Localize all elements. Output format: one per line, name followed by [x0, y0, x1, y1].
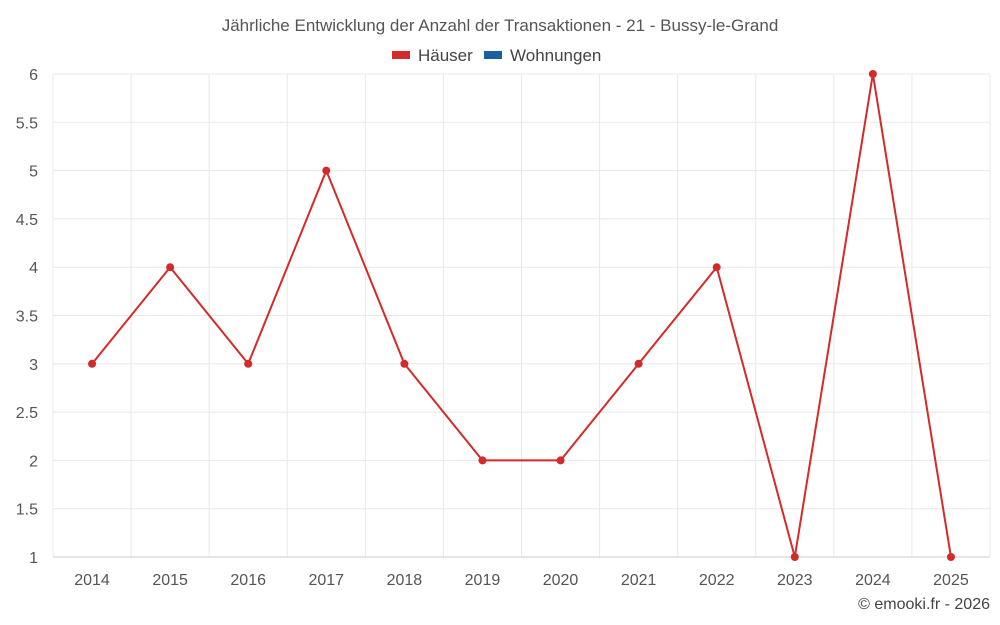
y-tick-label: 3: [29, 357, 38, 374]
grid: [52, 73, 991, 558]
data-point[interactable]: [634, 359, 643, 368]
data-point[interactable]: [166, 263, 175, 272]
x-tick-label: 2015: [152, 572, 188, 589]
data-point[interactable]: [556, 456, 565, 465]
legend-swatch-wohnungen: [484, 51, 502, 59]
y-tick-label: 5: [29, 164, 38, 181]
legend-label-wohnungen[interactable]: Wohnungen: [510, 46, 601, 65]
y-tick-label: 1: [29, 550, 38, 567]
legend-label-haeuser[interactable]: Häuser: [418, 46, 473, 65]
x-tick-label: 2014: [74, 572, 110, 589]
y-axis-ticks: 1 1.5 2 2.5 3 3.5 4 4.5 5 5.5 6: [16, 67, 38, 567]
data-point[interactable]: [790, 553, 799, 561]
legend[interactable]: Häuser Wohnungen: [392, 46, 601, 65]
x-tick-label: 2025: [933, 572, 969, 589]
data-point[interactable]: [712, 263, 721, 272]
y-tick-label: 1.5: [16, 502, 38, 519]
y-tick-label: 3.5: [16, 309, 38, 326]
legend-swatch-haeuser: [392, 51, 410, 59]
chart-title: Jährliche Entwicklung der Anzahl der Tra…: [222, 16, 779, 35]
x-tick-label: 2023: [777, 572, 813, 589]
y-tick-label: 4.5: [16, 212, 38, 229]
x-axis-ticks: 2014 2015 2016 2017 2018 2019 2020 2021 2022 2023…: [74, 572, 969, 589]
x-tick-label: 2016: [230, 572, 266, 589]
y-tick-label: 5.5: [16, 115, 38, 132]
x-tick-label: 2021: [621, 572, 657, 589]
y-tick-label: 2: [29, 453, 38, 470]
x-tick-label: 2020: [543, 572, 579, 589]
x-tick-label: 2018: [387, 572, 423, 589]
series-haeuser: [88, 70, 955, 561]
data-point[interactable]: [88, 359, 97, 368]
x-tick-label: 2022: [699, 572, 735, 589]
y-tick-label: 6: [29, 67, 38, 84]
x-tick-label: 2019: [465, 572, 501, 589]
y-tick-label: 2.5: [16, 405, 38, 422]
y-tick-label: 4: [29, 260, 38, 277]
x-tick-label: 2017: [308, 572, 344, 589]
data-point[interactable]: [400, 359, 409, 368]
credit-text: © emooki.fr - 2026: [858, 596, 990, 613]
data-point[interactable]: [244, 359, 253, 368]
data-point[interactable]: [322, 166, 331, 175]
data-point[interactable]: [868, 70, 877, 78]
data-point[interactable]: [946, 553, 955, 561]
series-line: [91, 73, 952, 558]
data-point[interactable]: [478, 456, 487, 465]
x-tick-label: 2024: [855, 572, 891, 589]
